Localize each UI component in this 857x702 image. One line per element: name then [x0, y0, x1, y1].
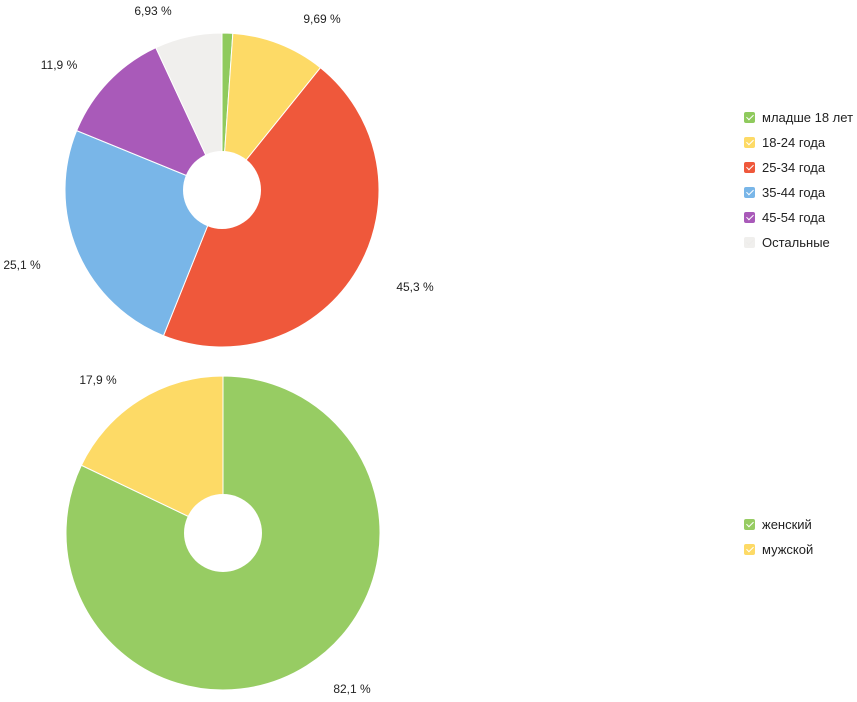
legend-checkbox-icon[interactable]: [744, 137, 755, 148]
data-label-age-25-34: 45,3 %: [396, 280, 434, 294]
legend-item-female[interactable]: женский: [744, 512, 813, 537]
pie-slice-age-other[interactable]: [155, 32, 223, 191]
data-label-age-other: 6,93 %: [134, 4, 172, 18]
legend-label: мужской: [762, 542, 814, 557]
legend-gender: женский мужской: [744, 512, 813, 562]
legend-checkbox-icon[interactable]: [744, 162, 755, 173]
legend-label: Остальные: [762, 235, 830, 250]
data-label-age-35-44: 25,1 %: [3, 258, 41, 272]
legend-checkbox-icon[interactable]: [744, 237, 755, 248]
pie-chart-age: 9,69 % 45,3 % 25,1 % 11,9 % 6,93 %: [3, 4, 434, 348]
donut-hole-age: [183, 151, 261, 229]
legend-label: 18-24 года: [762, 135, 826, 150]
legend-item-male[interactable]: мужской: [744, 537, 813, 562]
legend-checkbox-icon[interactable]: [744, 519, 755, 530]
legend-checkbox-icon[interactable]: [744, 544, 755, 555]
data-label-age-18-24: 9,69 %: [303, 12, 341, 26]
legend-item-18-24[interactable]: 18-24 года: [744, 130, 853, 155]
legend-item-45-54[interactable]: 45-54 года: [744, 205, 853, 230]
legend-checkbox-icon[interactable]: [744, 187, 755, 198]
legend-label: 45-54 года: [762, 210, 826, 225]
legend-age: младше 18 лет 18-24 года 25-34 года 35-44 г…: [744, 105, 853, 255]
legend-checkbox-icon[interactable]: [744, 212, 755, 223]
pie-chart-gender: 82,1 % 17,9 %: [65, 373, 381, 696]
legend-label: женский: [762, 517, 812, 532]
donut-hole-gender: [184, 494, 262, 572]
data-label-gender-female: 82,1 %: [333, 682, 371, 696]
pie-slice-age-18-24[interactable]: [221, 32, 322, 192]
pie-slice-gender-male[interactable]: [80, 375, 224, 534]
legend-label: 25-34 года: [762, 160, 826, 175]
legend-checkbox-icon[interactable]: [744, 112, 755, 123]
legend-item-25-34[interactable]: 25-34 года: [744, 155, 853, 180]
pie-slice-age-35-44[interactable]: [64, 129, 223, 337]
legend-item-35-44[interactable]: 35-44 года: [744, 180, 853, 205]
pie-slice-age-45-54[interactable]: [76, 46, 223, 191]
data-label-gender-male: 17,9 %: [79, 373, 117, 387]
pie-slice-age-25-34[interactable]: [162, 67, 380, 348]
data-label-age-45-54: 11,9 %: [41, 58, 78, 72]
legend-label: 35-44 года: [762, 185, 826, 200]
legend-label: младше 18 лет: [762, 110, 854, 125]
legend-item-other[interactable]: Остальные: [744, 230, 853, 255]
legend-item-under-18[interactable]: младше 18 лет: [744, 105, 853, 130]
